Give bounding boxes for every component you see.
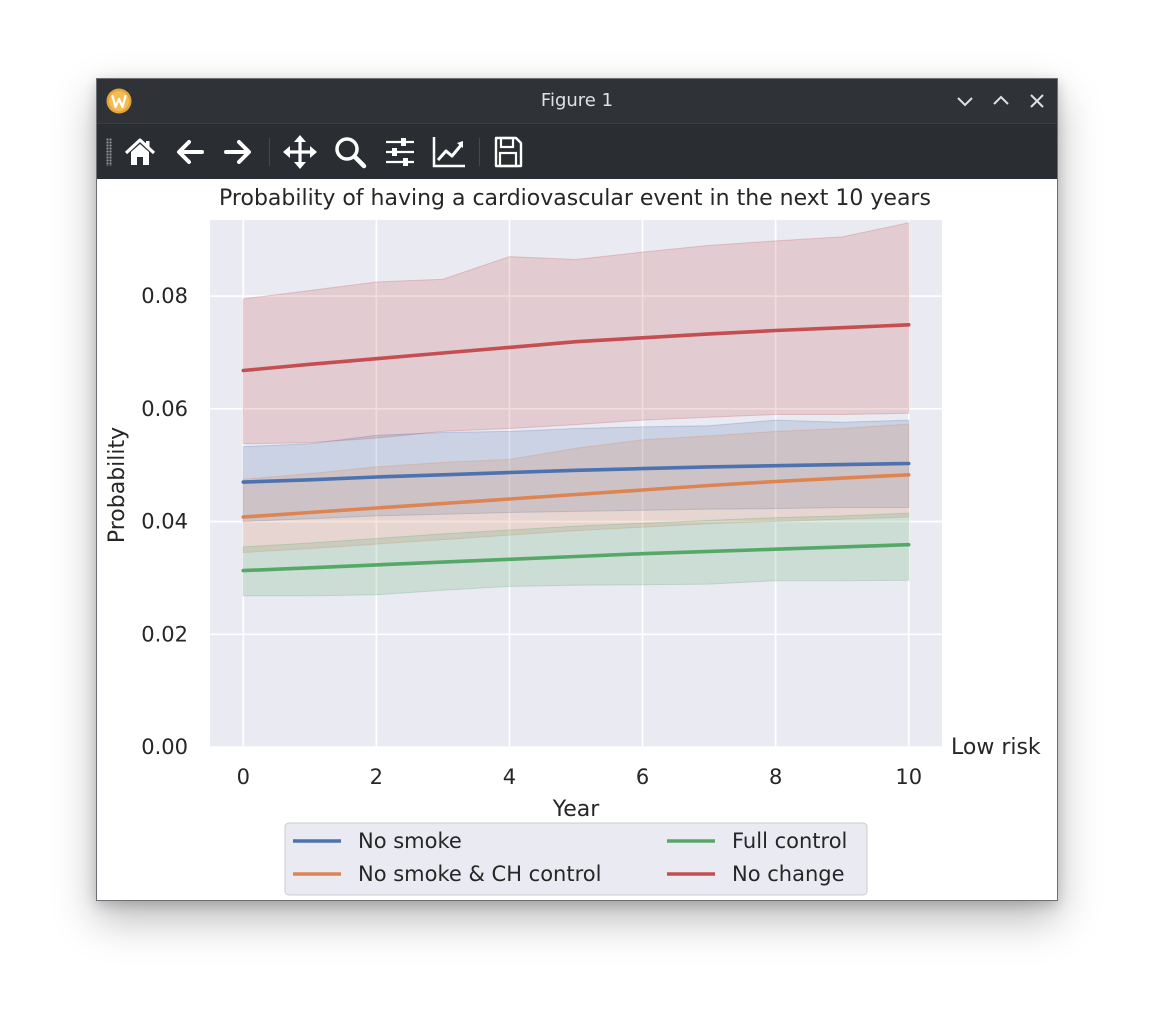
- legend-label: No change: [732, 862, 845, 886]
- x-tick-label: 8: [769, 765, 782, 789]
- series-line[interactable]: [241, 542, 911, 573]
- legend-label: Full control: [732, 829, 847, 853]
- x-axis-label: Year: [552, 797, 601, 822]
- y-tick-label: 0.04: [141, 510, 188, 534]
- chart-title: Probability of having a cardiovascular e…: [219, 186, 931, 211]
- confidence-band: [242, 512, 910, 597]
- toolbar-separator: [479, 138, 480, 166]
- toolbar-grip-icon[interactable]: [106, 138, 112, 166]
- forward-arrow-icon[interactable]: [219, 133, 257, 171]
- x-axis-ticks: 0 2 4 6 8 10: [237, 765, 923, 789]
- navigation-toolbar: [97, 123, 1057, 179]
- chart-line-icon[interactable]: [430, 133, 468, 171]
- x-tick-label: 6: [636, 765, 649, 789]
- chart-canvas: Probability of having a cardiovascular e…: [105, 186, 1041, 896]
- zoom-icon[interactable]: [331, 133, 369, 171]
- y-tick-label: 0.08: [141, 284, 188, 308]
- x-tick-label: 2: [370, 765, 383, 789]
- confidence-band: [242, 423, 910, 554]
- move-icon[interactable]: [281, 133, 319, 171]
- y-axis-ticks: 0.00 0.02 0.04 0.06 0.08: [141, 284, 188, 759]
- grid-lines: [210, 220, 942, 748]
- window-title: Figure 1: [540, 90, 614, 111]
- x-tick-label: 4: [503, 765, 516, 789]
- toolbar-separator: [269, 138, 270, 166]
- minimize-icon[interactable]: [953, 89, 977, 113]
- series-line[interactable]: [241, 472, 911, 519]
- y-tick-label: 0.06: [141, 397, 188, 421]
- x-tick-label: 10: [895, 765, 922, 789]
- series-line[interactable]: [241, 461, 911, 484]
- save-icon[interactable]: [489, 133, 527, 171]
- y-tick-label: 0.02: [141, 622, 188, 646]
- legend[interactable]: No smoke No smoke & CH control Full contro…: [284, 822, 868, 896]
- confidence-band: [242, 222, 910, 445]
- confidence-bands: [242, 222, 910, 597]
- legend-label: No smoke: [358, 829, 462, 853]
- series-lines: [241, 323, 911, 573]
- close-icon[interactable]: [1025, 89, 1049, 113]
- home-icon[interactable]: [121, 133, 159, 171]
- side-label: Low risk: [951, 735, 1041, 760]
- y-tick-label: 0.00: [141, 735, 188, 759]
- series-line[interactable]: [241, 323, 911, 373]
- legend-frame: [284, 822, 868, 896]
- legend-label: No smoke & CH control: [358, 862, 601, 886]
- figure-window: Figure 1: [96, 78, 1058, 901]
- title-bar[interactable]: Figure 1: [97, 79, 1057, 123]
- y-axis-label: Probability: [105, 427, 130, 543]
- app-logo-icon: [106, 88, 132, 114]
- sliders-icon[interactable]: [381, 133, 419, 171]
- x-tick-label: 0: [237, 765, 250, 789]
- maximize-icon[interactable]: [989, 89, 1013, 113]
- plot-area[interactable]: [210, 220, 942, 747]
- back-arrow-icon[interactable]: [171, 133, 209, 171]
